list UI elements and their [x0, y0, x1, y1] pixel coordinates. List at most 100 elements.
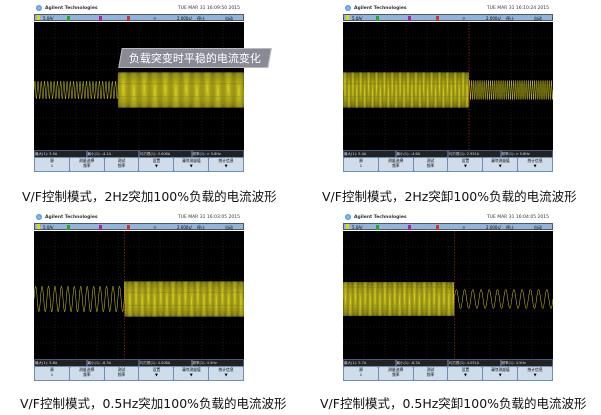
softkey[interactable]: 设置 ▼ [448, 367, 483, 380]
waveform-display [343, 22, 553, 150]
measurement: 最小(1): -6.3A [87, 360, 138, 366]
agilent-spark-icon [36, 5, 42, 11]
measurement-label: 最小(1): [87, 361, 101, 365]
channel-2-indicator [67, 225, 70, 230]
softkey[interactable]: 源 1 [35, 158, 69, 171]
measurement-value: 4.008A [157, 361, 171, 365]
softkey-bar: 源 1 测量选择 频率 测试 频率 设置 ▼ 清除测量值 ▼ 统计信息 ▼ [343, 366, 553, 381]
softkey[interactable]: 测量选择 频率 [69, 158, 104, 171]
horizontal-scale: 2.000s/ [177, 16, 192, 21]
horizontal-scale: 2.000s/ [177, 225, 192, 230]
run-state: 停止 [506, 225, 514, 230]
trigger-icon: ☼ [153, 225, 157, 230]
channel-3-indicator [99, 16, 102, 21]
timestamp: TUE MAR 31 16:10:24 2015 [486, 6, 549, 11]
channel-2-indicator [67, 16, 70, 21]
softkey[interactable]: 设置 ▼ [139, 367, 174, 380]
measurement-value: -6.3A [410, 361, 420, 365]
agilent-spark-icon [36, 214, 42, 220]
measurement-label: 频率(1): [501, 152, 515, 156]
agilent-logo: Agilent Technologies [36, 5, 98, 11]
horizontal-scale: 2.000s/ [486, 225, 501, 230]
measurement-value: 4.051A [466, 361, 480, 365]
channel-2-indicator [376, 225, 379, 230]
softkey[interactable]: 统计信息 ▼ [209, 158, 243, 171]
measurement-value: > 5.8Hz [515, 152, 530, 156]
softkey[interactable]: 清除测量值 ▼ [174, 367, 209, 380]
current-trace [34, 80, 119, 100]
softkey[interactable]: 测试 频率 [104, 158, 139, 171]
softkey[interactable]: 源 1 [35, 367, 69, 380]
waveform-display [34, 231, 244, 359]
measurement: 频率(1): > 5.8Hz [192, 151, 243, 157]
softkey[interactable]: 测量选择 频率 [378, 367, 413, 380]
softkey[interactable]: 清除测量值 ▼ [174, 158, 209, 171]
softkey[interactable]: 测量选择 频率 [69, 367, 104, 380]
current-trace [343, 282, 455, 316]
measurement-label: 最小(1): [87, 152, 101, 156]
trigger-icon: ☼ [462, 225, 466, 230]
measurement-value: 5.7A [358, 361, 367, 365]
channel-4-indicator [127, 225, 130, 230]
softkey[interactable]: 设置 ▼ [139, 158, 174, 171]
measurement-bar: 最大(1): 5.5A 最小(1): -4.1A 均方根(1): 3.008A 频率(… [34, 150, 244, 157]
measurement: 最大(1): 5.4A [344, 151, 395, 157]
softkey[interactable]: 统计信息 ▼ [209, 367, 243, 380]
softkey[interactable]: 设置 ▼ [448, 158, 483, 171]
oscilloscope-screenshot: Agilent Technologies TUE MAR 31 16:03:05 … [34, 212, 244, 382]
softkey[interactable]: 统计信息 ▼ [518, 367, 552, 380]
timestamp: TUE MAR 31 16:03:05 2015 [177, 215, 240, 220]
measurement-value: 4.5Hz [515, 361, 526, 365]
current-trace [468, 80, 553, 100]
annotation-callout: 负载突变时平稳的电流变化 [118, 48, 272, 68]
status-bar: 5.0A/ ☼ 2.000s/ 停止 自动 [34, 14, 244, 21]
channel-3-indicator [99, 225, 102, 230]
softkey[interactable]: 源 1 [344, 367, 378, 380]
channel-2-indicator [376, 16, 379, 21]
agilent-logo: Agilent Technologies [345, 5, 407, 11]
figure-caption: V/F控制模式，0.5Hz突卸100%负载的电流波形 [320, 396, 587, 411]
softkey[interactable]: 测试 频率 [413, 367, 448, 380]
trigger-mode: 自动 [225, 16, 233, 21]
softkey-bar: 源 1 测量选择 频率 测试 频率 设置 ▼ 清除测量值 ▼ 统计信息 ▼ [34, 157, 244, 172]
measurement-value: > 5.8Hz [206, 152, 221, 156]
scope-header: Agilent Technologies TUE MAR 31 16:10:24 … [343, 3, 553, 14]
channel-1-indicator [346, 224, 349, 229]
softkey[interactable]: 测试 频率 [104, 367, 139, 380]
softkey[interactable]: 清除测量值 ▼ [483, 158, 518, 171]
current-trace [34, 285, 125, 313]
channel-1-indicator [37, 15, 40, 20]
measurement: 最大(1): 5.5A [35, 151, 86, 157]
measurement-label: 最小(1): [396, 361, 410, 365]
softkey[interactable]: 测量选择 频率 [378, 158, 413, 171]
channel-3-indicator [408, 225, 411, 230]
current-trace [124, 281, 244, 317]
softkey-bar: 源 1 测量选择 频率 测试 频率 设置 ▼ 清除测量值 ▼ 统计信息 ▼ [343, 157, 553, 172]
measurement-value: 3.008A [157, 152, 171, 156]
measurement-value: 4.5Hz [206, 361, 217, 365]
softkey[interactable]: 测试 频率 [413, 158, 448, 171]
measurement-label: 最大(1): [344, 361, 358, 365]
brand-name: Agilent Technologies [45, 214, 98, 220]
current-trace [343, 72, 470, 108]
measurement-bar: 最大(1): 5.7A 最小(1): -6.3A 均方根(1): 4.051A 频率(… [343, 359, 553, 366]
measurement: 均方根(1): 4.008A [140, 360, 191, 366]
channel-4-indicator [127, 16, 130, 21]
callout-text: 负载突变时平稳的电流变化 [128, 52, 261, 65]
timestamp: TUE MAR 31 16:09:50 2015 [177, 6, 240, 11]
trigger-icon: ☼ [153, 16, 157, 21]
scope-header: Agilent Technologies TUE MAR 31 16:09:50 … [34, 3, 244, 14]
current-trace [117, 72, 244, 108]
brand-name: Agilent Technologies [354, 214, 407, 220]
measurement: 频率(1): 4.5Hz [192, 360, 243, 366]
waveform-display [343, 231, 553, 359]
softkey[interactable]: 清除测量值 ▼ [483, 367, 518, 380]
status-bar: 5.0A/ ☼ 2.000s/ 停止 自动 [343, 223, 553, 230]
channel-4-indicator [436, 16, 439, 21]
vertical-scale: 5.0A/ [43, 225, 54, 230]
softkey[interactable]: 源 1 [344, 158, 378, 171]
figure-caption: V/F控制模式，2Hz突加100%负载的电流波形 [22, 189, 277, 204]
measurement-value: -4.6A [410, 152, 420, 156]
measurement-value: -6.3A [101, 361, 111, 365]
softkey[interactable]: 统计信息 ▼ [518, 158, 552, 171]
